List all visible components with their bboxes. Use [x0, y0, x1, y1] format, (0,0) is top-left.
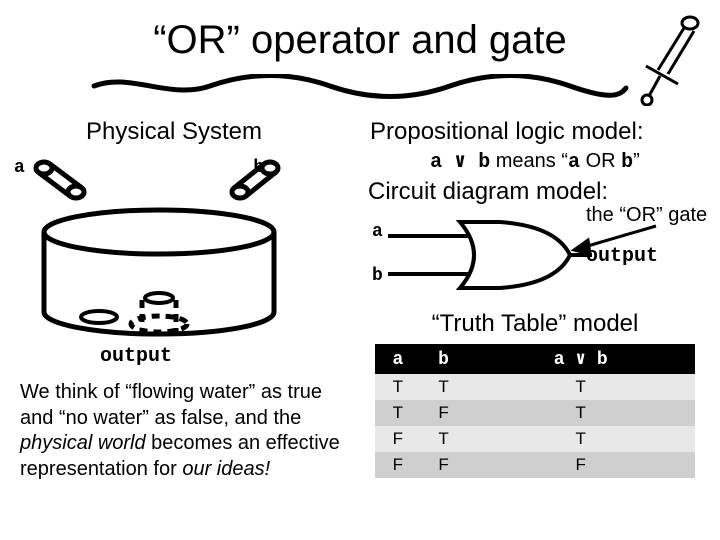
- truth-table-header-row: a b a ∨ b: [375, 344, 695, 374]
- circuit-heading: Circuit diagram model:: [368, 178, 710, 206]
- table-row: F F F: [375, 452, 695, 478]
- tt-col-ab: a ∨ b: [466, 344, 695, 374]
- propositional-subtext: a ∨ b means “a OR b”: [360, 148, 710, 174]
- pipe-label-b: b: [253, 158, 264, 178]
- propositional-heading: Propositional logic model:: [370, 118, 710, 146]
- table-row: F T T: [375, 426, 695, 452]
- physical-system-heading: Physical System: [14, 118, 334, 146]
- gate-annotation: the “OR” gate: [586, 204, 707, 227]
- page-title: “OR” operator and gate: [0, 18, 720, 63]
- physical-system-diagram: a b: [14, 152, 324, 342]
- gate-input-b-label: b: [372, 266, 383, 286]
- table-row: T T T: [375, 374, 695, 400]
- tt-col-a: a: [375, 344, 421, 374]
- output-label: output: [100, 345, 172, 368]
- title-underline-icon: [90, 74, 630, 102]
- truth-table: a b a ∨ b T T T T F T F T T F F F: [375, 344, 695, 478]
- explanation-text: We think of “flowing water” as true and …: [20, 380, 340, 482]
- tt-col-b: b: [421, 344, 467, 374]
- gate-output-label: output: [586, 244, 658, 268]
- gate-input-a-label: a: [372, 222, 383, 242]
- physical-system-section: Physical System a b: [14, 118, 334, 342]
- bucket-icon: [14, 152, 324, 342]
- sword-icon: [632, 14, 702, 106]
- models-section: Propositional logic model: a ∨ b means “…: [360, 118, 710, 478]
- truth-table-heading: “Truth Table” model: [360, 310, 710, 338]
- table-row: T F T: [375, 400, 695, 426]
- or-gate-diagram: a b the “OR” gate output: [360, 208, 710, 296]
- pipe-label-a: a: [14, 158, 25, 178]
